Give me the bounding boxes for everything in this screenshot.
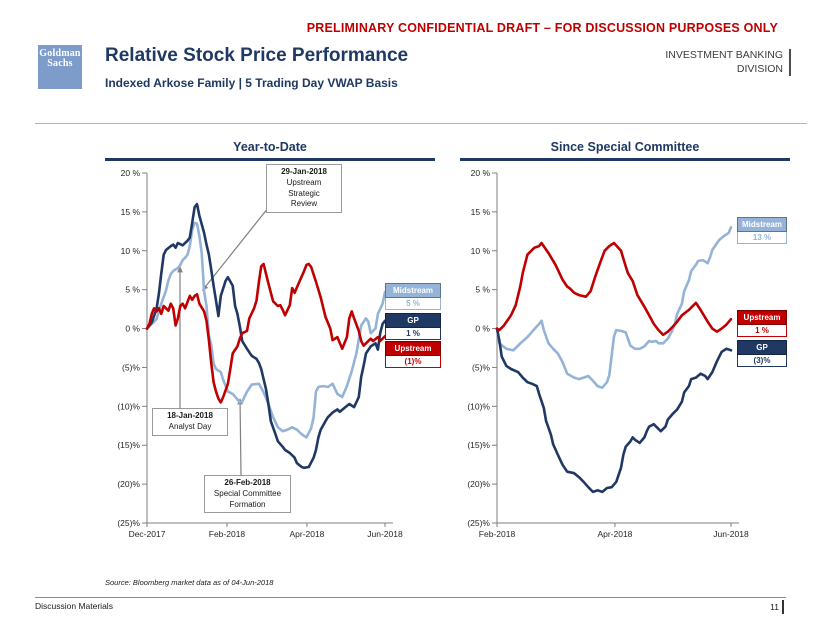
x-tick-label: Apr-2018 xyxy=(597,529,632,539)
chart-since-special-committee: Since Special Committee 20 % 15 % 10 % 5 % 0… xyxy=(455,140,800,545)
annotation-text: Special Committee xyxy=(213,488,282,498)
x-tick-label: Apr-2018 xyxy=(289,529,324,539)
legend-value: 5 % xyxy=(385,298,441,310)
y-tick-label: 15 % xyxy=(471,207,491,217)
legend-value: (3)% xyxy=(737,355,787,367)
page-title: Relative Stock Price Performance xyxy=(105,45,409,66)
y-tick-label: (5)% xyxy=(122,362,140,372)
y-tick-label: 10 % xyxy=(121,246,141,256)
legend-label: Upstream xyxy=(737,310,787,325)
legend-midstream: Midstream 13 % xyxy=(737,217,787,244)
legend-label: Midstream xyxy=(385,283,441,298)
y-tick-label: 0 % xyxy=(125,324,140,334)
series-line-upstream xyxy=(495,241,733,337)
y-tick-label: 20 % xyxy=(121,168,141,178)
page-number: 11 xyxy=(770,601,779,612)
annotation-text: Review xyxy=(290,199,318,209)
chart-year-to-date: Year-to-Date 20 % 15 % 10 % 5 % 0 % (5)% (10)%… xyxy=(105,140,450,545)
legend-midstream: Midstream 5 % xyxy=(385,283,441,310)
legend-value: 1 % xyxy=(385,328,441,340)
y-tick-label: (20)% xyxy=(117,479,140,489)
chart-title-rule-left xyxy=(105,158,435,161)
y-tick-label: (20)% xyxy=(467,479,490,489)
y-tick-label: 10 % xyxy=(471,246,491,256)
confidential-banner: PRELIMINARY CONFIDENTIAL DRAFT – FOR DIS… xyxy=(306,21,778,35)
division-label: INVESTMENT BANKING DIVISION xyxy=(665,49,791,76)
legend-value: 1 % xyxy=(737,325,787,337)
legend-gp: GP 1 % xyxy=(385,313,441,340)
series-line-midstream xyxy=(495,226,733,389)
goldman-sachs-logo: Goldman Sachs xyxy=(38,45,82,89)
annotation-date: 18-Jan-2018 xyxy=(167,411,213,420)
legend-label: GP xyxy=(385,313,441,328)
legend-value: (1)% xyxy=(385,356,441,368)
page-number-bar xyxy=(782,599,784,614)
legend-label: Midstream xyxy=(737,217,787,232)
chart-canvas: 20 % 15 % 10 % 5 % 0 % (5)% (10)% (15)% (20)% (25… xyxy=(117,168,403,539)
x-tick-label: Dec-2017 xyxy=(129,529,166,539)
annotation-callout: 29-Jan-2018 Upstream Strategic Review xyxy=(266,164,342,214)
annotation-text: Upstream xyxy=(286,177,322,187)
y-tick-label: (15)% xyxy=(117,440,140,450)
chart-title-right: Since Special Committee xyxy=(550,140,700,154)
chart-title-rule-right xyxy=(460,158,790,161)
annotation-arrow xyxy=(239,401,242,476)
x-tick-label: Feb-2018 xyxy=(209,529,246,539)
y-tick-label: 5 % xyxy=(475,285,490,295)
annotation-text: Formation xyxy=(229,499,266,509)
annotation-callout: 18-Jan-2018 Analyst Day xyxy=(152,408,228,436)
page-subtitle: Indexed Arkose Family | 5 Trading Day VW… xyxy=(105,76,398,90)
y-tick-label: (25)% xyxy=(117,518,140,528)
logo-line2: Sachs xyxy=(47,57,73,69)
footer-label: Discussion Materials xyxy=(35,601,113,611)
header-divider xyxy=(35,123,807,124)
annotation-arrow xyxy=(204,207,269,289)
legend-label: GP xyxy=(737,340,787,355)
chart-title-left: Year-to-Date xyxy=(233,140,307,154)
legend-gp: GP (3)% xyxy=(737,340,787,367)
annotation-text: Strategic xyxy=(288,188,320,198)
series-line-midstream xyxy=(145,221,387,439)
x-tick-label: Feb-2018 xyxy=(479,529,516,539)
x-tick-label: Jun-2018 xyxy=(367,529,403,539)
page-number-block: 11 xyxy=(770,599,784,614)
series-line-gp xyxy=(145,202,387,470)
source-note: Source: Bloomberg market data as of 04-J… xyxy=(105,578,274,587)
y-tick-label: (10)% xyxy=(117,401,140,411)
annotation-date: 26-Feb-2018 xyxy=(224,478,271,487)
annotation-arrowhead xyxy=(177,266,183,273)
x-tick-label: Jun-2018 xyxy=(713,529,749,539)
y-tick-label: 0 % xyxy=(475,324,490,334)
chart-plot-right: 20 % 15 % 10 % 5 % 0 % (5)% (10)% (15)% (20)% (25… xyxy=(455,161,800,543)
legend-upstream: Upstream 1 % xyxy=(737,310,787,337)
y-tick-label: 20 % xyxy=(471,168,491,178)
chart-canvas: 20 % 15 % 10 % 5 % 0 % (5)% (10)% (15)% (20)% (25… xyxy=(467,168,749,539)
legend-value: 13 % xyxy=(737,232,787,244)
series-line-gp xyxy=(495,327,733,494)
y-tick-label: (25)% xyxy=(467,518,490,528)
y-tick-label: 15 % xyxy=(121,207,141,217)
annotation-text: Analyst Day xyxy=(168,421,212,431)
division-line2: DIVISION xyxy=(736,62,783,75)
division-line1: INVESTMENT BANKING xyxy=(665,49,783,61)
y-tick-label: (5)% xyxy=(472,362,490,372)
footer-divider xyxy=(35,597,786,598)
chart-plot-left: 20 % 15 % 10 % 5 % 0 % (5)% (10)% (15)% (20)% (25… xyxy=(105,161,450,543)
y-tick-label: (15)% xyxy=(467,440,490,450)
series-line-upstream xyxy=(145,262,387,404)
annotation-date: 29-Jan-2018 xyxy=(281,167,327,176)
legend-label: Upstream xyxy=(385,341,441,356)
logo-line1: Goldman xyxy=(39,48,81,59)
y-tick-label: 5 % xyxy=(125,285,140,295)
legend-upstream: Upstream (1)% xyxy=(385,341,441,368)
y-tick-label: (10)% xyxy=(467,401,490,411)
annotation-callout: 26-Feb-2018 Special Committee Formation xyxy=(204,475,291,514)
